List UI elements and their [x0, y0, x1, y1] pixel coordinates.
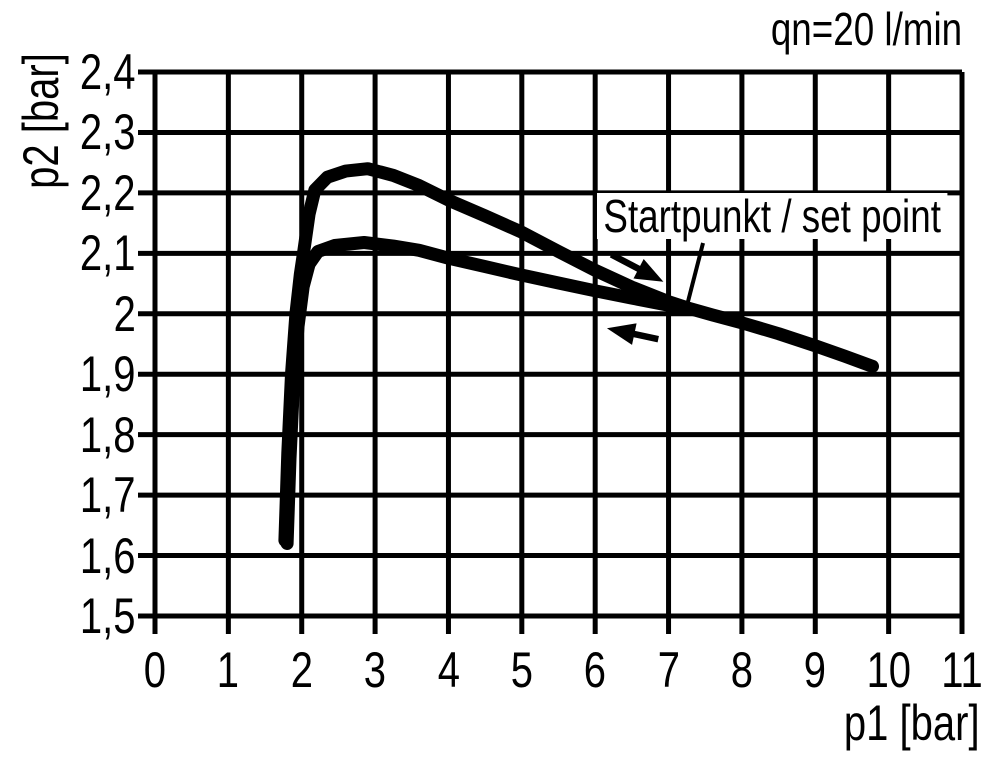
y-tick-label: 1,9 [0, 349, 136, 399]
x-tick-label-text: 5 [510, 642, 533, 698]
direction-arrow-head [606, 323, 637, 345]
x-tick-label: 5 [477, 645, 567, 695]
flow-rate-label: qn=20 l/min [723, 6, 962, 52]
annotation-leader-line [684, 242, 705, 307]
y-tick-label: 2 [0, 289, 136, 339]
x-tick-label-text: 8 [730, 642, 754, 698]
x-tick-label: 11 [917, 645, 1000, 695]
y-tick-label-text: 1,7 [80, 467, 136, 524]
y-tick-label-text: 2,1 [80, 225, 136, 282]
x-tick-label-text: 10 [866, 642, 911, 698]
y-tick-label-text: 1,9 [80, 346, 136, 403]
y-tick-label-text: 1,5 [80, 588, 136, 644]
set-point-annotation-text: Startpunkt / set point [597, 193, 948, 239]
y-tick-label-text: 2,2 [80, 164, 136, 221]
y-tick-label: 2,2 [0, 168, 136, 218]
y-tick-label: 1,8 [0, 410, 136, 460]
y-tick-label: 2,1 [0, 228, 136, 278]
x-tick-label-text: 4 [437, 642, 460, 698]
y-tick-label-text: 2,3 [80, 104, 136, 161]
y-tick-label: 2,4 [0, 47, 136, 97]
x-tick-label: 0 [110, 645, 200, 695]
x-tick-label: 1 [183, 645, 273, 695]
y-tick-label: 1,6 [0, 531, 136, 581]
direction-arrow-head [633, 259, 664, 282]
x-tick-label-text: 9 [804, 642, 827, 698]
y-tick-label-text: 1,8 [80, 406, 136, 463]
x-tick-label-text: 1 [217, 642, 240, 698]
lower-curve [280, 236, 694, 550]
x-tick-label: 6 [550, 645, 640, 695]
x-tick-label: 7 [624, 645, 714, 695]
x-tick-label-text: 6 [584, 642, 607, 698]
y-tick-label: 2,3 [0, 107, 136, 157]
x-tick-label: 4 [403, 645, 493, 695]
x-tick-label-text: 7 [657, 642, 680, 698]
x-tick-label: 2 [257, 645, 347, 695]
x-axis-label: p1 [bar] [810, 698, 980, 748]
x-tick-label: 8 [697, 645, 787, 695]
x-tick-label-text: 11 [941, 642, 983, 698]
x-tick-label-text: 3 [363, 642, 387, 698]
x-tick-label: 9 [770, 645, 860, 695]
y-tick-label-text: 2 [113, 285, 136, 342]
x-tick-label: 3 [330, 645, 420, 695]
y-tick-label-text: 1,6 [80, 527, 136, 584]
x-tick-label: 10 [844, 645, 934, 695]
y-tick-label-text: 2,4 [80, 44, 136, 100]
flow-rate-text: qn=20 l/min [770, 3, 962, 55]
upper-curve [278, 162, 879, 547]
set-point-annotation: Startpunkt / set point [597, 193, 1000, 239]
x-tick-label-text: 0 [143, 642, 167, 698]
y-tick-label: 1,5 [0, 591, 136, 641]
x-axis-label-text: p1 [bar] [844, 695, 980, 751]
y-tick-label: 1,7 [0, 470, 136, 520]
x-tick-label-text: 2 [290, 642, 313, 698]
